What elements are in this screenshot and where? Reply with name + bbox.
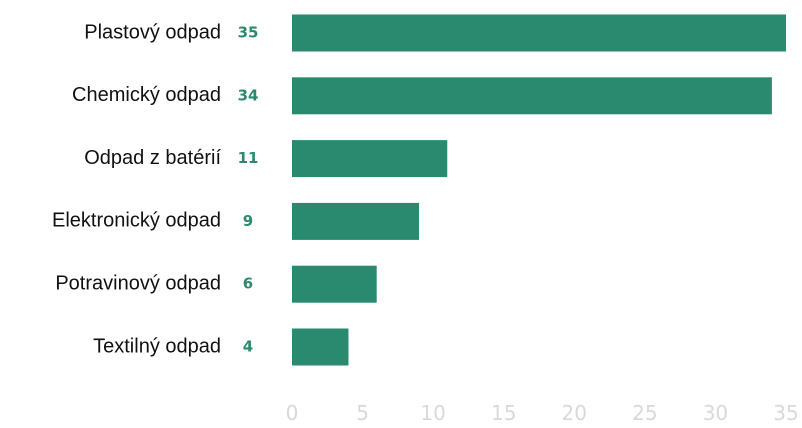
bar-2	[292, 140, 448, 178]
x-tick-label-6: 30	[703, 401, 728, 425]
value-label-4: 6	[243, 275, 253, 293]
x-axis-ticks: 0 5 10 15 20 25 30 35	[286, 401, 799, 425]
category-label-1: Chemický odpad	[72, 84, 221, 106]
x-tick-label-1: 5	[356, 401, 369, 425]
category-label-0: Plastový odpad	[84, 21, 221, 43]
value-label-2: 11	[238, 149, 259, 167]
bar-5	[292, 328, 349, 366]
bar-0	[292, 14, 786, 52]
category-label-5: Textilný odpad	[93, 335, 221, 357]
x-tick-label-5: 25	[632, 401, 657, 425]
category-label-2: Odpad z batérií	[84, 147, 221, 169]
bar-1	[292, 77, 772, 115]
category-label-4: Potravinový odpad	[55, 272, 221, 294]
category-labels: Plastový odpad Chemický odpad Odpad z baté…	[52, 21, 221, 357]
x-tick-label-0: 0	[286, 401, 299, 425]
value-label-1: 34	[238, 86, 259, 104]
bars-group	[292, 14, 786, 366]
x-tick-label-4: 20	[562, 401, 587, 425]
x-tick-label-3: 15	[491, 401, 516, 425]
x-tick-label-2: 10	[420, 401, 445, 425]
value-labels: 35 34 11 9 6 4	[238, 24, 259, 356]
bar-3	[292, 202, 420, 240]
category-label-3: Elektronický odpad	[52, 210, 221, 232]
value-label-0: 35	[238, 24, 259, 42]
value-label-3: 9	[243, 212, 253, 230]
bar-4	[292, 265, 377, 303]
x-tick-label-7: 35	[773, 401, 798, 425]
value-label-5: 4	[243, 338, 253, 356]
